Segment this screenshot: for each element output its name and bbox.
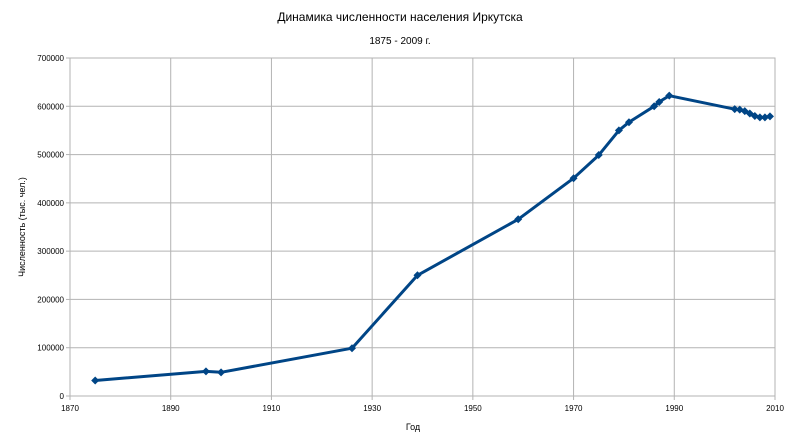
x-tick-label: 1990 bbox=[665, 404, 683, 413]
data-point-marker bbox=[217, 368, 226, 377]
y-tick-label: 700000 bbox=[37, 54, 64, 63]
data-point-marker bbox=[348, 344, 356, 353]
y-tick-label: 600000 bbox=[37, 102, 64, 111]
series-line bbox=[95, 94, 771, 382]
y-tick-label: 400000 bbox=[37, 199, 64, 208]
x-tick-label: 1910 bbox=[263, 404, 281, 413]
x-axis-ticks: 1870 1890 1910 1930 1950 1970 1990 2010 bbox=[61, 396, 784, 413]
population-series bbox=[91, 91, 774, 385]
data-point-marker bbox=[650, 102, 659, 111]
x-tick-label: 1930 bbox=[363, 404, 381, 413]
data-point-marker bbox=[594, 151, 603, 160]
x-tick-label: 1970 bbox=[565, 404, 583, 413]
y-tick-label: 300000 bbox=[37, 247, 64, 256]
data-point-marker bbox=[91, 376, 100, 385]
data-point-marker bbox=[413, 271, 422, 280]
chart-subtitle: 1875 - 2009 г. bbox=[369, 36, 430, 47]
data-point-marker bbox=[624, 118, 633, 127]
data-point-marker bbox=[614, 126, 623, 135]
gridlines bbox=[69, 57, 776, 397]
data-point-marker bbox=[665, 91, 674, 100]
y-tick-label: 200000 bbox=[37, 295, 64, 304]
data-point-marker bbox=[655, 97, 664, 106]
x-tick-label: 1950 bbox=[464, 404, 482, 413]
data-point-marker bbox=[730, 105, 739, 114]
y-tick-label: 0 bbox=[60, 392, 65, 401]
data-point-marker bbox=[569, 174, 578, 183]
y-tick-label: 100000 bbox=[37, 344, 64, 353]
data-point-marker bbox=[765, 112, 774, 121]
x-tick-label: 1890 bbox=[162, 404, 180, 413]
data-point-marker bbox=[514, 215, 523, 224]
y-tick-label: 500000 bbox=[37, 151, 64, 160]
data-point-marker bbox=[760, 113, 769, 122]
x-tick-label: 2010 bbox=[766, 404, 784, 413]
data-point-marker bbox=[201, 367, 210, 376]
x-tick-label: 1870 bbox=[61, 404, 79, 413]
plot-area bbox=[69, 57, 776, 397]
y-axis-ticks: 0 100000 200000 300000 400000 500000 600000 700… bbox=[37, 54, 70, 401]
chart-title: Динамика численности населения Иркутска bbox=[277, 10, 523, 24]
data-point-marker bbox=[755, 113, 764, 122]
y-axis-label: Численность (тыс. чел.) bbox=[17, 177, 27, 277]
x-axis-label: Год bbox=[406, 422, 421, 432]
